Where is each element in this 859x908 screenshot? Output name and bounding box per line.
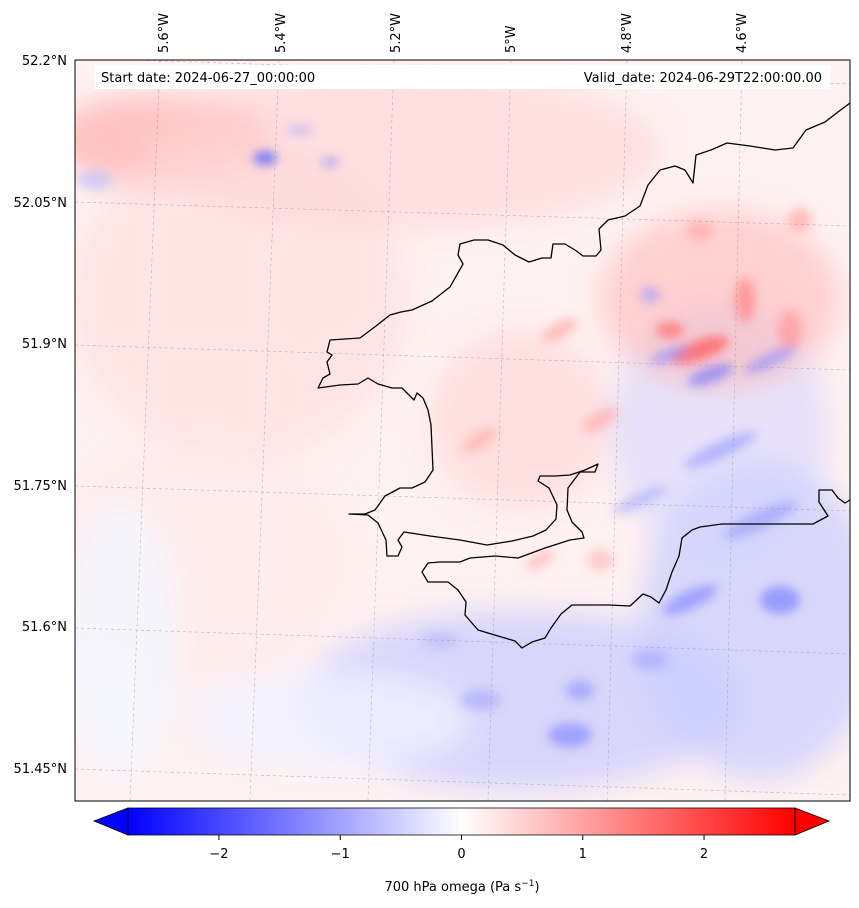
valid-date-label: Valid_date: 2024-06-29T22:00:00.00 — [584, 71, 822, 86]
longitude-labels: 5.6°W 5.4°W 5.2°W 5°W 4.8°W 4.6°W — [157, 13, 750, 53]
lat-label-51-9n: 51.9°N — [22, 337, 67, 352]
colorbar-tick-label: 1 — [579, 847, 587, 862]
colorbar-min-extend — [92, 807, 129, 836]
colorbar-max-extend — [794, 807, 831, 836]
omega-field-broad — [75, 70, 850, 790]
colorbar: −2 −1 0 1 2 700 hPa omega (Pa s−1) — [92, 807, 831, 895]
map-frame — [74, 59, 851, 802]
colorbar-gradient — [128, 808, 795, 835]
lat-label-51-6n: 51.6°N — [22, 620, 67, 635]
latitude-labels: 52.2°N 52.05°N 51.9°N 51.75°N 51.6°N 51.… — [14, 54, 67, 777]
lat-label-51-75n: 51.75°N — [14, 479, 67, 494]
start-date-label: Start date: 2024-06-27_00:00:00 — [101, 71, 315, 86]
omega-field-detail — [77, 125, 812, 747]
lon-label-5-4w: 5.4°W — [274, 13, 289, 53]
lon-label-4-8w: 4.8°W — [620, 13, 635, 53]
info-banner: Start date: 2024-06-27_00:00:00 Valid_da… — [94, 65, 830, 89]
info-banner-background — [94, 65, 830, 89]
lon-label-5w: 5°W — [504, 25, 519, 53]
coastline — [317, 102, 850, 649]
colorbar-tick-label: 0 — [457, 847, 465, 862]
colorbar-tick-label: −2 — [209, 847, 228, 862]
colorbar-label: 700 hPa omega (Pa s−1) — [384, 879, 539, 895]
lat-label-51-45n: 51.45°N — [14, 762, 67, 777]
lat-label-52-05n: 52.05°N — [14, 196, 67, 211]
lon-label-4-6w: 4.6°W — [735, 13, 750, 53]
colorbar-tick-label: −1 — [331, 847, 350, 862]
lon-label-5-2w: 5.2°W — [389, 13, 404, 53]
colorbar-ticks: −2 −1 0 1 2 — [209, 835, 708, 862]
lon-label-5-6w: 5.6°W — [157, 13, 172, 53]
map-plot-area: Start date: 2024-06-27_00:00:00 Valid_da… — [74, 59, 851, 802]
colorbar-tick-label: 2 — [700, 847, 708, 862]
lat-label-52-2n: 52.2°N — [22, 54, 67, 69]
meridian-gridlines — [129, 60, 743, 801]
